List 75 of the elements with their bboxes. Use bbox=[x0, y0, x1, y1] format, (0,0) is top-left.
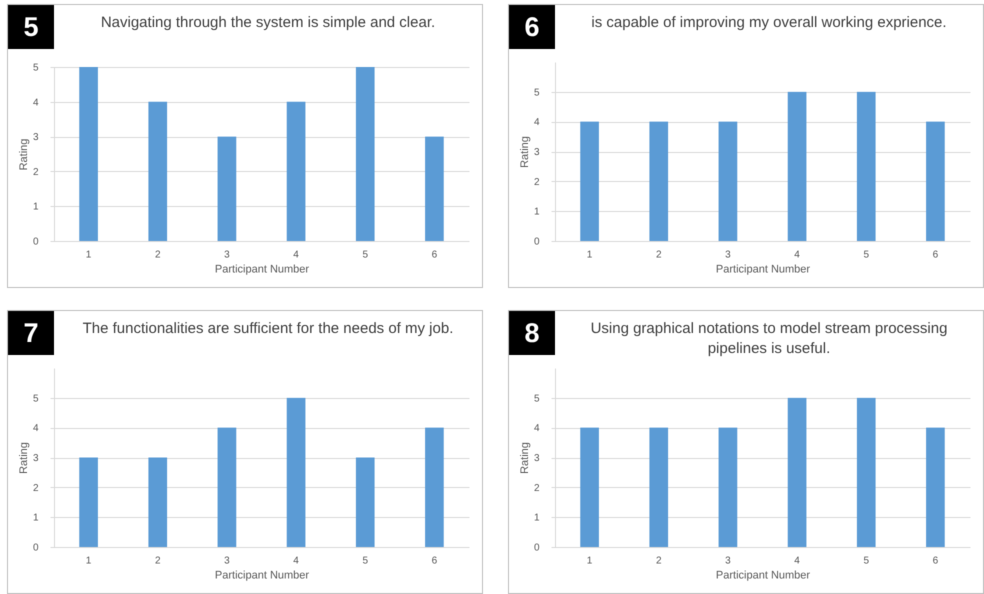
y-tick-label: 0 bbox=[32, 236, 39, 248]
x-tick-label: 4 bbox=[293, 556, 300, 566]
x-tick-label: 5 bbox=[362, 250, 368, 260]
text: 6 bbox=[509, 5, 555, 49]
y-tick-label: 5 bbox=[32, 62, 39, 74]
y-tick-label: 0 bbox=[534, 542, 540, 554]
x-tick-label: 1 bbox=[86, 556, 92, 566]
chart-title: Navigating through the system is simple and clear. bbox=[100, 13, 436, 33]
x-axis-title: Participant Number bbox=[716, 570, 810, 582]
y-tick-label: 1 bbox=[32, 512, 39, 524]
y-tick-label: 4 bbox=[32, 97, 39, 108]
x-tick-label: 6 bbox=[932, 556, 939, 566]
bar bbox=[79, 67, 98, 241]
y-tick-label: 1 bbox=[534, 512, 540, 524]
y-tick-label: 3 bbox=[534, 453, 540, 464]
x-tick-label: 3 bbox=[725, 250, 732, 260]
y-axis-title: Rating bbox=[518, 136, 531, 168]
y-tick-label: 2 bbox=[32, 482, 39, 494]
x-tick-label: 6 bbox=[432, 250, 438, 260]
y-tick-label: 2 bbox=[32, 166, 39, 178]
y-tick-label: 3 bbox=[534, 147, 540, 158]
x-tick-label: 1 bbox=[586, 556, 593, 566]
y-tick-label: 5 bbox=[32, 393, 39, 404]
text: 7 bbox=[8, 311, 54, 355]
y-tick-label: 4 bbox=[32, 423, 39, 434]
y-tick-label: 2 bbox=[534, 176, 540, 188]
y-tick-label: 3 bbox=[32, 132, 39, 144]
x-tick-label: 1 bbox=[586, 250, 593, 260]
bar bbox=[356, 458, 375, 547]
bar bbox=[79, 458, 98, 547]
x-tick-label: 3 bbox=[224, 250, 230, 260]
x-tick-label: 2 bbox=[154, 250, 161, 260]
bar bbox=[218, 428, 236, 547]
bar bbox=[148, 458, 168, 547]
y-axis-title: Rating bbox=[18, 442, 30, 474]
bar bbox=[286, 398, 306, 547]
x-tick-label: 2 bbox=[656, 556, 662, 566]
y-tick-label: 4 bbox=[534, 423, 540, 434]
x-tick-label: 5 bbox=[362, 556, 368, 566]
x-tick-label: 6 bbox=[432, 556, 438, 566]
bar bbox=[286, 102, 306, 241]
bar bbox=[425, 428, 444, 547]
chart-title: The functionalities are sufficient for the needs of my job. bbox=[82, 319, 454, 339]
y-tick-label: 3 bbox=[32, 453, 39, 464]
text: 8 bbox=[509, 311, 555, 355]
y-tick-label: 5 bbox=[534, 87, 540, 98]
y-tick-label: 0 bbox=[32, 542, 39, 554]
y-tick-label: 5 bbox=[534, 393, 540, 404]
x-tick-label: 4 bbox=[293, 250, 300, 260]
chart-title: is capable of improving my overall working exprience. bbox=[590, 13, 948, 33]
y-tick-label: 4 bbox=[534, 117, 540, 128]
y-tick-label: 2 bbox=[534, 482, 540, 494]
bar bbox=[425, 136, 444, 241]
x-tick-label: 3 bbox=[725, 556, 732, 566]
x-tick-label: 4 bbox=[794, 556, 800, 566]
x-tick-label: 5 bbox=[863, 250, 870, 260]
bar bbox=[148, 102, 168, 241]
y-axis-title: Rating bbox=[518, 442, 531, 474]
x-tick-label: 3 bbox=[224, 556, 230, 566]
x-tick-label: 2 bbox=[656, 250, 662, 260]
bar bbox=[356, 67, 375, 241]
y-tick-label: 1 bbox=[534, 206, 540, 218]
x-axis-title: Participant Number bbox=[214, 264, 310, 276]
x-axis-title: Participant Number bbox=[214, 570, 310, 582]
x-tick-label: 5 bbox=[863, 556, 870, 566]
x-tick-label: 4 bbox=[794, 250, 800, 260]
x-tick-label: 1 bbox=[86, 250, 92, 260]
chart-title: Using graphical notations to model stream processing pipelines is useful. bbox=[590, 319, 948, 359]
x-axis-title: Participant Number bbox=[716, 264, 810, 276]
x-tick-label: 2 bbox=[154, 556, 161, 566]
bar bbox=[218, 136, 236, 241]
y-tick-label: 0 bbox=[534, 236, 540, 248]
y-tick-label: 1 bbox=[32, 202, 39, 213]
y-axis-title: Rating bbox=[18, 138, 30, 170]
x-tick-label: 6 bbox=[932, 250, 939, 260]
